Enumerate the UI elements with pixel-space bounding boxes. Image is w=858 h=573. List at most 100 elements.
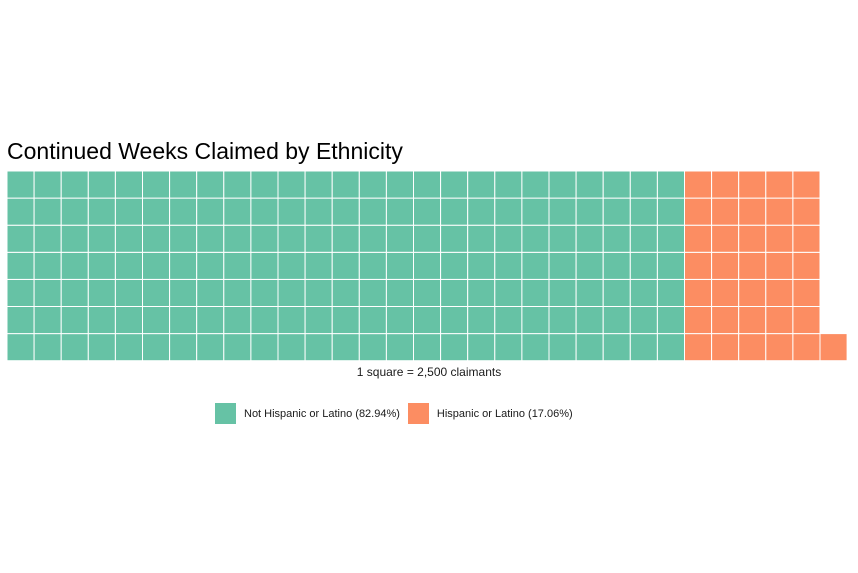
waffle-square-not-hispanic <box>331 197 360 226</box>
waffle-square-not-hispanic <box>169 306 198 335</box>
waffle-square-not-hispanic <box>629 306 658 335</box>
waffle-square-hispanic <box>792 306 821 335</box>
waffle-square-hispanic <box>765 224 794 253</box>
waffle-square-hispanic <box>684 197 713 226</box>
waffle-square-not-hispanic <box>60 333 89 362</box>
waffle-square-not-hispanic <box>656 224 686 253</box>
waffle-square-not-hispanic <box>467 197 496 226</box>
waffle-square-not-hispanic <box>169 197 198 226</box>
waffle-square-hispanic <box>765 197 794 226</box>
waffle-square-not-hispanic <box>142 224 171 253</box>
waffle-square-not-hispanic <box>196 306 225 335</box>
legend-label-not-hispanic: Not Hispanic or Latino (82.94%) <box>244 407 400 420</box>
waffle-square-hispanic <box>711 306 740 335</box>
waffle-square-not-hispanic <box>413 170 442 199</box>
waffle-square-not-hispanic <box>33 224 62 253</box>
waffle-square-not-hispanic <box>277 306 306 335</box>
waffle-square-not-hispanic <box>521 170 550 199</box>
waffle-square-not-hispanic <box>87 251 116 280</box>
waffle-square-not-hispanic <box>169 251 198 280</box>
waffle-square-not-hispanic <box>223 278 252 307</box>
waffle-square-not-hispanic <box>304 197 333 226</box>
waffle-square-not-hispanic <box>494 197 523 226</box>
waffle-square-not-hispanic <box>33 333 62 362</box>
waffle-square-not-hispanic <box>575 306 604 335</box>
waffle-square-not-hispanic <box>385 278 414 307</box>
waffle-square-not-hispanic <box>358 224 387 253</box>
waffle-square-not-hispanic <box>494 170 523 199</box>
waffle-square-hispanic <box>711 224 740 253</box>
waffle-square-not-hispanic <box>440 170 469 199</box>
waffle-square-not-hispanic <box>60 197 89 226</box>
waffle-square-hispanic <box>738 251 767 280</box>
waffle-square-hispanic <box>711 251 740 280</box>
waffle-square-not-hispanic <box>304 170 333 199</box>
waffle-square-not-hispanic <box>331 306 360 335</box>
waffle-square-not-hispanic <box>629 251 658 280</box>
waffle-square-hispanic <box>738 278 767 307</box>
waffle-square-not-hispanic <box>548 278 577 307</box>
waffle-square-not-hispanic <box>413 197 442 226</box>
waffle-square-hispanic <box>684 170 713 199</box>
waffle-square-hispanic <box>819 333 848 362</box>
legend-swatch-not-hispanic <box>215 403 236 424</box>
waffle-square-not-hispanic <box>575 251 604 280</box>
waffle-squares <box>6 170 848 362</box>
waffle-square-not-hispanic <box>385 333 414 362</box>
waffle-square-not-hispanic <box>277 278 306 307</box>
waffle-square-not-hispanic <box>494 278 523 307</box>
waffle-square-not-hispanic <box>656 251 686 280</box>
waffle-square-not-hispanic <box>656 333 686 362</box>
waffle-square-not-hispanic <box>250 333 279 362</box>
waffle-square-not-hispanic <box>87 333 116 362</box>
waffle-square-not-hispanic <box>521 251 550 280</box>
waffle-square-not-hispanic <box>548 224 577 253</box>
waffle-square-not-hispanic <box>602 170 631 199</box>
waffle-square-not-hispanic <box>548 170 577 199</box>
waffle-square-not-hispanic <box>114 224 144 253</box>
waffle-square-not-hispanic <box>548 251 577 280</box>
waffle-square-not-hispanic <box>142 278 171 307</box>
waffle-square-hispanic <box>738 170 767 199</box>
waffle-square-not-hispanic <box>142 251 171 280</box>
waffle-square-not-hispanic <box>358 251 387 280</box>
waffle-square-not-hispanic <box>277 251 306 280</box>
waffle-square-hispanic <box>738 224 767 253</box>
waffle-square-not-hispanic <box>304 333 333 362</box>
waffle-square-not-hispanic <box>548 197 577 226</box>
waffle-square-not-hispanic <box>196 278 225 307</box>
waffle-square-hispanic <box>738 197 767 226</box>
waffle-square-not-hispanic <box>494 251 523 280</box>
waffle-square-not-hispanic <box>521 224 550 253</box>
waffle-square-not-hispanic <box>142 197 171 226</box>
waffle-square-hispanic <box>792 251 821 280</box>
waffle-square-not-hispanic <box>602 224 631 253</box>
waffle-square-not-hispanic <box>33 170 62 199</box>
waffle-square-not-hispanic <box>440 197 469 226</box>
waffle-square-not-hispanic <box>575 333 604 362</box>
waffle-square-not-hispanic <box>33 306 62 335</box>
legend-item-not-hispanic: Not Hispanic or Latino (82.94%) <box>215 403 400 424</box>
waffle-square-not-hispanic <box>413 224 442 253</box>
waffle-square-hispanic <box>684 251 713 280</box>
waffle-square-not-hispanic <box>304 251 333 280</box>
waffle-square-not-hispanic <box>331 251 360 280</box>
waffle-square-not-hispanic <box>521 333 550 362</box>
waffle-square-not-hispanic <box>196 224 225 253</box>
waffle-square-not-hispanic <box>385 251 414 280</box>
legend-label-hispanic: Hispanic or Latino (17.06%) <box>436 407 573 420</box>
waffle-square-not-hispanic <box>6 333 35 362</box>
waffle-square-not-hispanic <box>467 278 496 307</box>
waffle-square-not-hispanic <box>223 333 252 362</box>
waffle-square-hispanic <box>792 170 821 199</box>
waffle-square-hispanic <box>684 224 713 253</box>
waffle-square-not-hispanic <box>656 170 686 199</box>
waffle-square-not-hispanic <box>358 197 387 226</box>
waffle-square-hispanic <box>765 170 794 199</box>
waffle-square-hispanic <box>738 306 767 335</box>
waffle-square-hispanic <box>684 278 713 307</box>
waffle-square-hispanic <box>792 333 821 362</box>
waffle-square-hispanic <box>684 333 713 362</box>
waffle-square-not-hispanic <box>6 224 35 253</box>
